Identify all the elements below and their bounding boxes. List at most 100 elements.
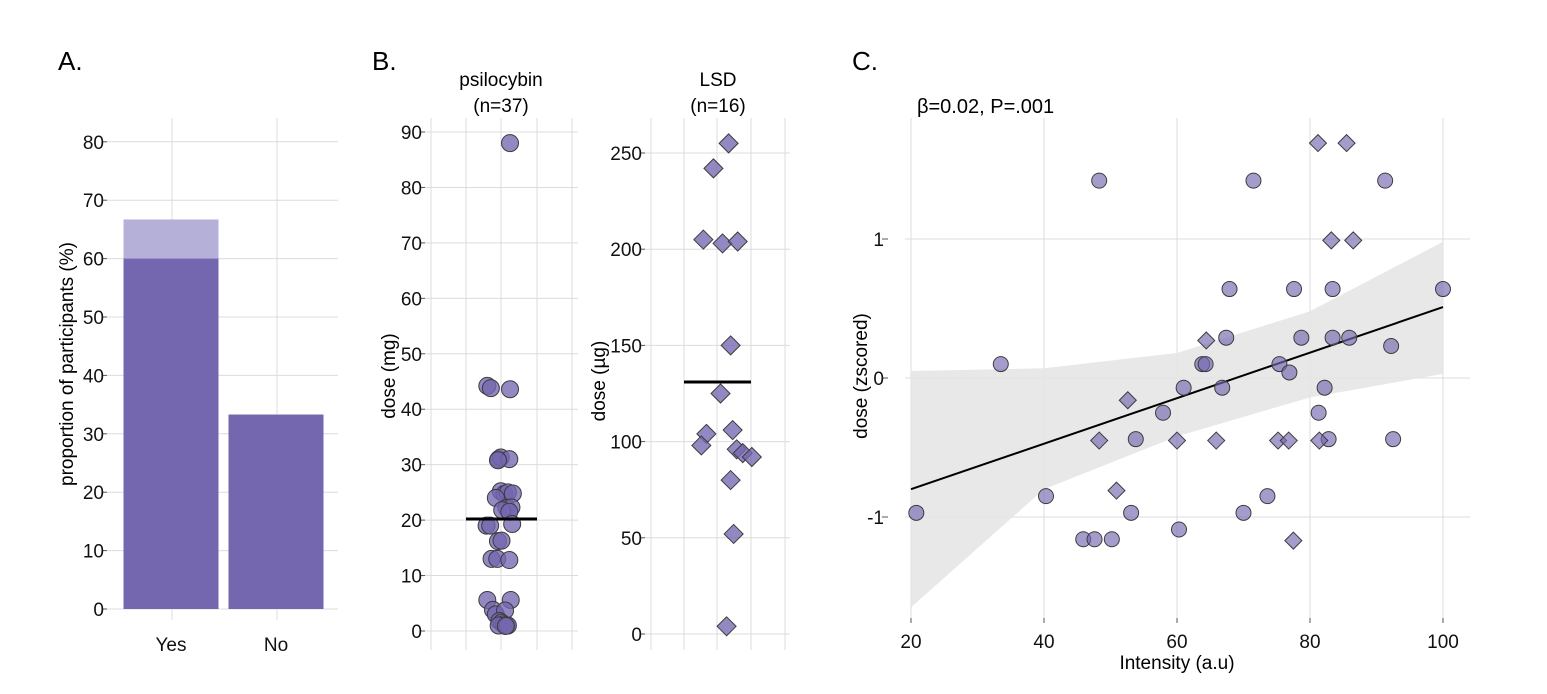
x-tick-label: 60 — [1166, 632, 1187, 653]
data-point-diamond — [1197, 331, 1216, 350]
panel-c-scatter-chart: 20 40 60 80 100 -1 0 1 β=0.02, P=.001 Intensity (… — [851, 96, 1470, 674]
x-tick-label: 20 — [900, 632, 921, 653]
y-axis-label: proportion of participants (%) — [57, 242, 78, 486]
data-point — [712, 233, 733, 254]
y-tick-label: 60 — [401, 289, 422, 310]
data-point-circle — [1175, 379, 1192, 396]
data-point-diamond — [1310, 431, 1329, 450]
data-point-diamond — [1118, 391, 1137, 410]
data-point-circle — [1316, 379, 1333, 396]
y-tick-label: 20 — [401, 511, 422, 532]
data-point-circle — [908, 504, 925, 521]
y-tick-label: 250 — [610, 144, 642, 165]
data-point — [720, 469, 741, 491]
panel-b-letter: B. — [372, 46, 397, 76]
y-tick-label: 80 — [83, 133, 104, 154]
data-point-circle — [1324, 281, 1341, 298]
panel-a-letter: A. — [58, 46, 83, 76]
data-point-circle — [1037, 488, 1054, 505]
y-tick-label: 0 — [93, 600, 104, 621]
x-tick-label: Yes — [156, 635, 187, 656]
y-tick-label: 90 — [401, 123, 422, 144]
x-axis-label: Intensity (a.u) — [1119, 653, 1234, 674]
data-point — [496, 617, 515, 636]
panel-b-psilocybin-chart: 0 10 20 30 40 50 60 70 80 90 psilocybin (n=37) dose … — [379, 70, 578, 650]
y-axis-label: dose (mg) — [379, 333, 400, 419]
data-point-circle — [1218, 329, 1235, 346]
y-tick-label: 150 — [610, 336, 642, 357]
panel-title-line: psilocybin — [459, 70, 542, 91]
data-point — [710, 383, 731, 404]
data-point-circle — [1293, 329, 1310, 346]
data-point — [501, 134, 520, 153]
y-tick-label: -1 — [867, 508, 884, 529]
data-point-diamond — [1207, 431, 1226, 450]
y-tick-label: 0 — [631, 625, 642, 646]
x-tick-label: No — [264, 635, 288, 656]
confidence-band — [911, 241, 1443, 608]
data-point-circle — [1435, 281, 1451, 298]
y-axis-label: dose (µg) — [589, 341, 610, 422]
data-point-circle — [1155, 404, 1172, 421]
data-point-diamond — [1308, 133, 1328, 153]
data-point-circle — [1259, 488, 1276, 505]
data-point — [716, 616, 737, 637]
panel-title-line: LSD — [700, 70, 737, 91]
panel-c-letter: C. — [852, 46, 878, 76]
panel-title-line: (n=37) — [473, 96, 528, 117]
data-point — [488, 451, 507, 470]
y-axis-label: dose (zscored) — [851, 313, 872, 439]
x-tick-label: 100 — [1427, 632, 1459, 653]
data-point — [492, 531, 511, 550]
data-point — [481, 379, 500, 398]
data-point-circle — [992, 356, 1009, 373]
x-tick-label: 80 — [1299, 632, 1320, 653]
data-point — [691, 435, 712, 456]
data-point-circle — [1324, 329, 1341, 346]
data-point-circle — [1310, 404, 1327, 421]
data-point-diamond — [1279, 431, 1298, 450]
data-point-circle — [1341, 329, 1358, 346]
data-point-circle — [1170, 521, 1187, 538]
data-point-circle — [1221, 281, 1238, 298]
data-point-diamond — [1344, 231, 1363, 250]
bar-no — [228, 414, 324, 609]
data-point-diamond — [1284, 531, 1303, 550]
data-point-circle — [1385, 431, 1402, 448]
data-point-circle — [1214, 379, 1231, 396]
data-point — [718, 133, 739, 154]
y-tick-label: 30 — [83, 425, 104, 446]
y-tick-label: 0 — [411, 622, 422, 643]
y-tick-label: 70 — [83, 191, 104, 212]
data-point-circle — [1086, 531, 1103, 548]
y-tick-label: 50 — [621, 529, 642, 550]
bar-yes — [123, 258, 219, 609]
x-tick-label: 40 — [1033, 632, 1054, 653]
y-tick-label: 100 — [610, 433, 642, 454]
y-tick-label: 10 — [83, 542, 104, 563]
data-point-diamond — [1167, 431, 1187, 450]
data-point-circle — [1235, 504, 1252, 521]
y-tick-label: 200 — [610, 240, 642, 261]
y-tick-label: 0 — [873, 369, 884, 390]
data-point — [720, 335, 741, 356]
data-point-diamond — [1337, 133, 1356, 153]
data-point — [703, 158, 724, 179]
data-point — [741, 446, 763, 468]
data-point-circle — [1286, 281, 1303, 298]
y-tick-label: 70 — [401, 234, 422, 255]
data-point-circle — [1197, 356, 1214, 373]
y-tick-label: 10 — [401, 567, 422, 588]
data-point — [693, 229, 714, 250]
y-tick-label: 1 — [873, 230, 884, 251]
panel-title-line: (n=16) — [690, 96, 745, 117]
data-point-circle — [1127, 431, 1144, 448]
data-point-circle — [1245, 172, 1262, 189]
y-tick-label: 40 — [83, 366, 104, 387]
y-tick-label: 50 — [401, 345, 422, 366]
panel-b-lsd-chart: 0 50 100 150 200 250 LSD (n=16) dose (µg) — [589, 70, 790, 650]
data-point — [500, 551, 519, 570]
data-point-circle — [1383, 338, 1400, 355]
data-point — [481, 516, 500, 535]
